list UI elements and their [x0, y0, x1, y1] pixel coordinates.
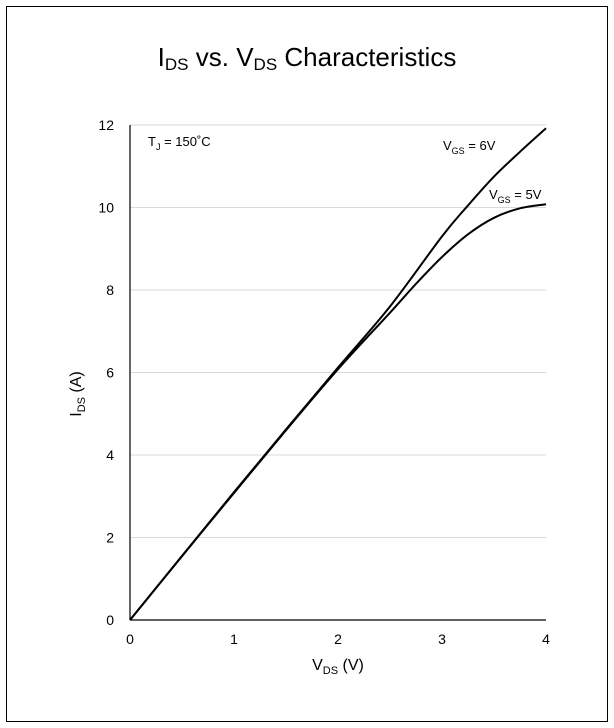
x-tick-label: 2: [334, 631, 342, 647]
x-tick-label: 3: [438, 631, 446, 647]
gridlines: [130, 124, 546, 538]
y-axis-label: IDS (A): [68, 371, 88, 417]
x-axis-label: VDS (V): [312, 657, 364, 677]
chart-title: IDS vs. VDS Characteristics: [158, 42, 457, 74]
x-tick-label: 0: [126, 631, 134, 647]
y-tick-label: 4: [106, 447, 114, 463]
y-tick-label: 2: [106, 530, 114, 546]
y-tick-label: 12: [98, 117, 114, 133]
x-tick-label: 1: [230, 631, 238, 647]
series-lines: [129, 127, 547, 621]
y-tick-label: 0: [106, 612, 114, 628]
series-line-vgs-6v: [129, 127, 547, 621]
series-label-vgs-5v: VGS = 5V: [489, 187, 542, 205]
x-tick-labels: 0 1 2 3 4: [126, 631, 550, 647]
temperature-annotation: TJ = 150˚C: [148, 134, 211, 152]
y-tick-labels: 0 2 4 6 8 10 12: [98, 117, 114, 628]
series-line-vgs-5v: [129, 203, 547, 621]
y-tick-label: 8: [106, 282, 114, 298]
x-tick-label: 4: [542, 631, 550, 647]
series-label-vgs-6v: VGS = 6V: [443, 138, 496, 156]
y-tick-label: 10: [98, 200, 114, 216]
y-tick-label: 6: [106, 365, 114, 381]
